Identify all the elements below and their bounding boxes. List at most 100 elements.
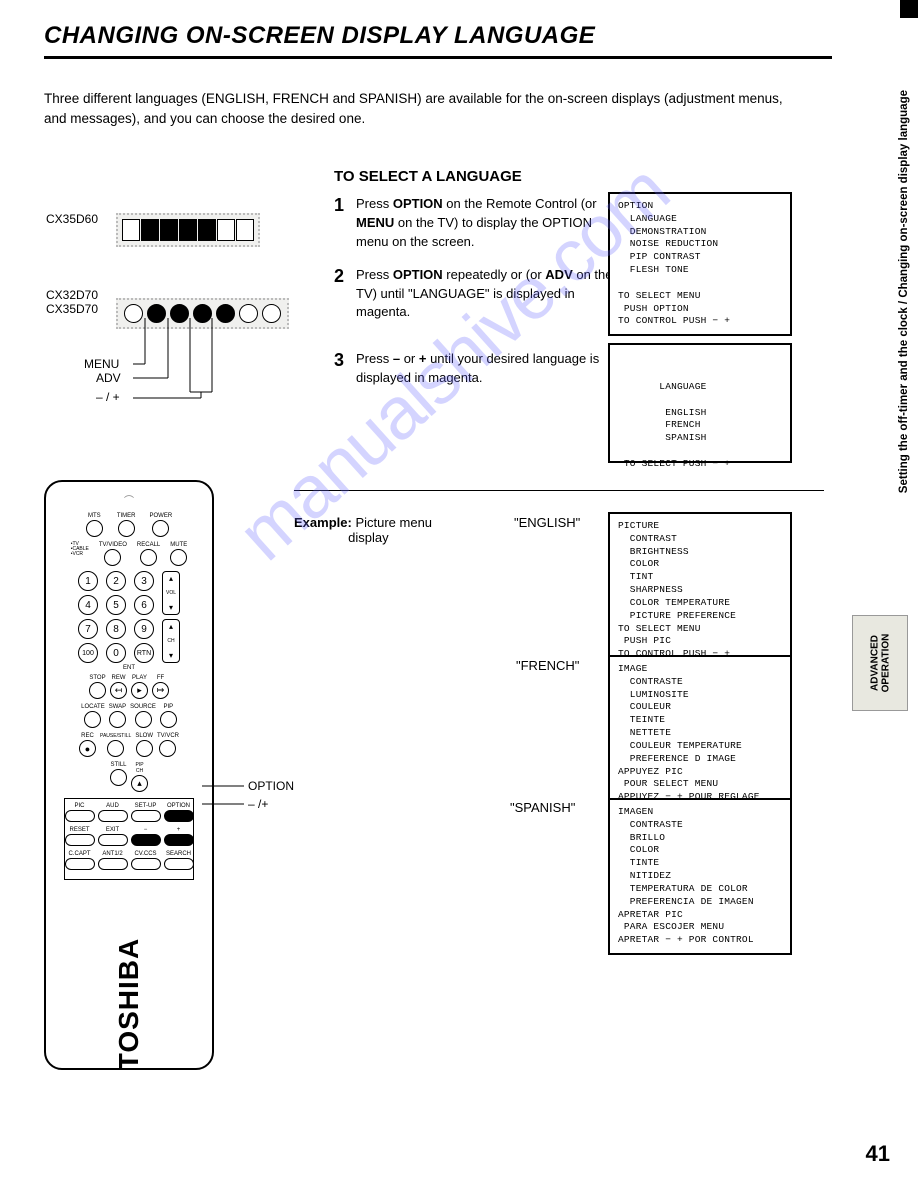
example-label: Example: Picture menu display bbox=[294, 515, 432, 545]
setup-button bbox=[131, 810, 161, 822]
tv-button bbox=[122, 219, 140, 241]
mts-button bbox=[86, 520, 103, 537]
tv-button bbox=[217, 219, 235, 241]
section-header: TO SELECT A LANGUAGE bbox=[334, 168, 844, 185]
side-tab-advanced: ADVANCEDOPERATION bbox=[852, 615, 908, 711]
btn-label: CV.CCS bbox=[134, 851, 156, 857]
slow-button bbox=[136, 740, 153, 757]
step-text: Press OPTION repeatedly or (or ADV on th… bbox=[356, 266, 621, 323]
num-3: 3 bbox=[134, 571, 154, 591]
search-button bbox=[164, 858, 194, 870]
tv-button bbox=[262, 304, 281, 323]
rew-button: ↤ bbox=[110, 682, 127, 699]
btn-label: AUD bbox=[106, 803, 119, 809]
osd-option-menu: OPTION LANGUAGE DEMONSTRATION NOISE REDU… bbox=[608, 192, 792, 336]
tvvideo-button bbox=[104, 549, 121, 566]
tvvcr-button bbox=[159, 740, 176, 757]
stop-button bbox=[89, 682, 106, 699]
step-text: Press OPTION on the Remote Control (or M… bbox=[356, 195, 621, 252]
power-button bbox=[152, 520, 169, 537]
pause-button bbox=[107, 740, 124, 757]
corner-mark bbox=[900, 0, 918, 18]
btn-label: SWAP bbox=[109, 704, 126, 710]
step-number: 1 bbox=[334, 195, 356, 252]
lang-french-label: "FRENCH" bbox=[516, 658, 579, 673]
num-5: 5 bbox=[106, 595, 126, 615]
play-button: ▸ bbox=[131, 682, 148, 699]
btn-label: REW bbox=[112, 675, 126, 681]
tv-callout-adv: ADV bbox=[96, 371, 121, 385]
pipch-button: ▴ bbox=[131, 775, 148, 792]
btn-label: TV/VIDEO bbox=[99, 542, 127, 548]
tv-button bbox=[160, 219, 178, 241]
lang-spanish-label: "SPANISH" bbox=[510, 800, 575, 815]
panel-60-buttons bbox=[116, 213, 260, 247]
remote-bottom-panel: PIC AUD SET-UP OPTION RESET EXIT − + C.C… bbox=[64, 798, 194, 880]
side-tab-text: ADVANCEDOPERATION bbox=[869, 634, 891, 693]
tv-callout-menu: MENU bbox=[84, 357, 119, 371]
tv-callout-pm: – / + bbox=[96, 390, 120, 404]
btn-label: STOP bbox=[89, 675, 105, 681]
num-1: 1 bbox=[78, 571, 98, 591]
minus-button bbox=[131, 834, 161, 846]
btn-label: TV/VCR bbox=[157, 733, 179, 739]
btn-label: − bbox=[144, 827, 148, 833]
ant12-button bbox=[98, 858, 128, 870]
step-number: 2 bbox=[334, 266, 356, 323]
mute-button bbox=[170, 549, 187, 566]
switch-label: •TV•CABLE•VCR bbox=[71, 542, 89, 557]
option-button bbox=[164, 810, 194, 822]
rtn-button: RTN bbox=[134, 643, 154, 663]
btn-label: REC bbox=[81, 733, 94, 739]
btn-label: MTS bbox=[88, 513, 101, 519]
source-button bbox=[135, 711, 152, 728]
locate-button bbox=[84, 711, 101, 728]
cvccs-button bbox=[131, 858, 161, 870]
btn-label: C.CAPT bbox=[68, 851, 90, 857]
num-4: 4 bbox=[78, 595, 98, 615]
ff-button: ↦ bbox=[152, 682, 169, 699]
btn-label: PAUSE/STILL bbox=[100, 733, 131, 739]
remote-callout-pm: – /+ bbox=[248, 797, 268, 811]
btn-label: FF bbox=[157, 675, 164, 681]
btn-label: POWER bbox=[150, 513, 173, 519]
ent-label: ENT bbox=[60, 665, 198, 671]
btn-label: SLOW bbox=[135, 733, 153, 739]
num-6: 6 bbox=[134, 595, 154, 615]
page-content: CHANGING ON-SCREEN DISPLAY LANGUAGE Thre… bbox=[44, 22, 832, 168]
btn-label: PIP bbox=[164, 704, 174, 710]
model-cx35d60: CX35D60 bbox=[46, 212, 98, 226]
btn-label: EXIT bbox=[106, 827, 119, 833]
num-0: 0 bbox=[106, 643, 126, 663]
btn-label: STILL bbox=[110, 762, 126, 768]
divider bbox=[294, 490, 824, 491]
tv-button bbox=[198, 219, 216, 241]
osd-picture-french: IMAGE CONTRASTE LUMINOSITE COULEUR TEINT… bbox=[608, 655, 792, 812]
num-8: 8 bbox=[106, 619, 126, 639]
step-number: 3 bbox=[334, 350, 356, 388]
panel-60 bbox=[116, 208, 260, 247]
intro-text: Three different languages (ENGLISH, FREN… bbox=[44, 89, 784, 128]
vol-rocker: ▴VOL▾ bbox=[162, 571, 180, 615]
swap-button bbox=[109, 711, 126, 728]
btn-label: RESET bbox=[69, 827, 89, 833]
lang-english-label: "ENGLISH" bbox=[514, 515, 580, 530]
aud-button bbox=[98, 810, 128, 822]
rec-button: ● bbox=[79, 740, 96, 757]
btn-label: SET-UP bbox=[135, 803, 157, 809]
num-9: 9 bbox=[134, 619, 154, 639]
num-7: 7 bbox=[78, 619, 98, 639]
timer-button bbox=[118, 520, 135, 537]
remote-callout-option: OPTION bbox=[248, 779, 294, 793]
btn-label: PIC bbox=[74, 803, 84, 809]
num-100: 100 bbox=[78, 643, 98, 663]
btn-label: MUTE bbox=[170, 542, 187, 548]
num-2: 2 bbox=[106, 571, 126, 591]
ccapt-button bbox=[65, 858, 95, 870]
brand-logo: TOSHIBA bbox=[113, 938, 145, 1071]
plus-button bbox=[164, 834, 194, 846]
step-text: Press – or + until your desired language… bbox=[356, 350, 621, 388]
tv-callout-lines bbox=[118, 318, 258, 408]
btn-label: SOURCE bbox=[130, 704, 156, 710]
pip-button bbox=[160, 711, 177, 728]
